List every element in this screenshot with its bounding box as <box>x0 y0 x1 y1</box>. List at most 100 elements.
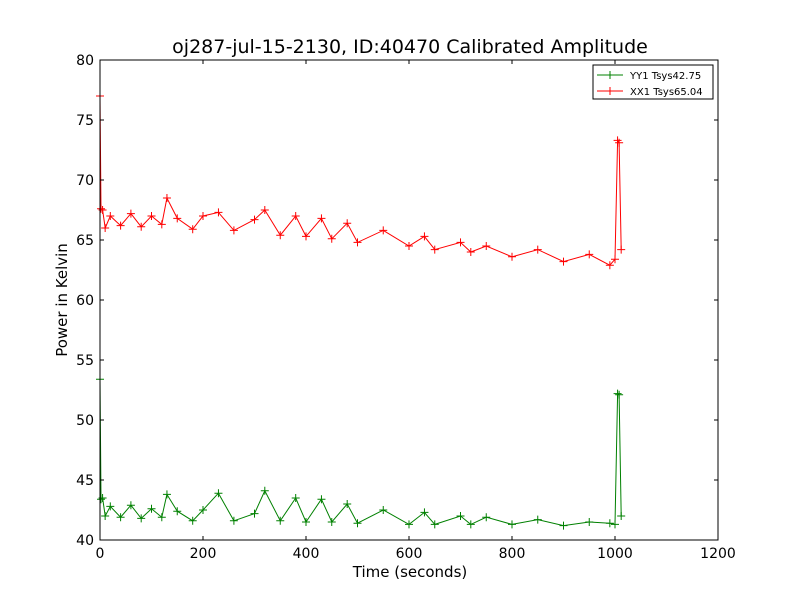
y-tick-label: 55 <box>76 353 94 369</box>
data-point-marker <box>97 495 106 504</box>
data-point-marker <box>533 245 542 254</box>
data-point-marker <box>405 520 413 529</box>
data-point-marker <box>276 516 285 525</box>
data-point-marker <box>97 204 106 213</box>
y-tick-label: 70 <box>76 173 94 189</box>
data-point-marker <box>188 516 197 525</box>
data-point-marker <box>379 506 388 514</box>
data-point-marker <box>199 506 207 514</box>
data-point-marker <box>276 231 285 240</box>
y-tick-label: 80 <box>76 53 94 69</box>
data-point-marker <box>157 513 166 522</box>
series-1 <box>96 375 626 530</box>
x-tick-label: 1000 <box>597 546 633 562</box>
data-point-marker <box>302 232 310 241</box>
data-point-marker <box>605 519 614 528</box>
data-point-marker <box>466 248 475 256</box>
data-point-marker <box>250 215 259 224</box>
x-tick-label: 600 <box>396 546 423 562</box>
data-point-marker <box>430 520 439 529</box>
data-point-marker <box>617 245 626 254</box>
y-tick-label: 50 <box>76 413 94 429</box>
data-point-marker <box>126 501 135 510</box>
data-point-marker <box>188 225 197 234</box>
data-point-marker <box>229 516 238 525</box>
data-point-marker <box>162 194 171 202</box>
x-tick-label: 800 <box>499 546 526 562</box>
data-point-marker <box>605 261 614 270</box>
data-point-marker <box>405 242 413 250</box>
x-axis-label: Time (seconds) <box>352 563 468 581</box>
data-point-marker <box>343 500 352 508</box>
data-point-marker <box>106 212 115 220</box>
data-point-marker <box>613 389 622 398</box>
x-tick-label: 400 <box>293 546 320 562</box>
data-point-marker <box>559 521 568 530</box>
data-point-marker <box>173 214 182 223</box>
data-point-marker <box>430 245 439 254</box>
data-point-marker <box>343 219 352 228</box>
data-point-marker <box>101 224 110 232</box>
data-point-marker <box>147 504 156 513</box>
x-tick-label: 1200 <box>700 546 736 562</box>
legend: YY1 Tsys42.75 XX1 Tsys65.04 <box>592 64 714 100</box>
data-point-marker <box>199 212 207 220</box>
data-point-marker <box>291 494 300 502</box>
data-point-marker <box>260 206 269 214</box>
x-tick-label: 0 <box>96 546 105 562</box>
data-point-marker <box>327 234 336 243</box>
y-tick-label: 60 <box>76 293 94 309</box>
data-point-marker <box>508 252 516 261</box>
data-point-marker <box>559 257 568 266</box>
data-point-marker <box>482 513 491 522</box>
data-point-marker <box>585 250 594 259</box>
data-point-marker <box>615 390 624 399</box>
data-point-marker <box>466 520 475 529</box>
y-tick-label: 65 <box>76 233 94 249</box>
legend-label: XX1 Tsys65.04 <box>630 87 703 98</box>
data-point-marker <box>291 212 300 220</box>
data-point-marker <box>611 520 619 529</box>
data-point-marker <box>101 512 110 520</box>
data-point-marker <box>420 232 429 241</box>
data-point-marker <box>611 255 619 264</box>
data-point-marker <box>173 507 182 516</box>
y-axis-label: Power in Kelvin <box>53 243 71 357</box>
data-point-marker <box>482 242 491 250</box>
legend-box <box>592 64 714 100</box>
y-tick-label: 40 <box>76 533 94 549</box>
data-point-marker <box>379 226 388 235</box>
data-point-marker <box>353 519 362 528</box>
data-point-marker <box>353 238 362 247</box>
data-point-marker <box>106 502 115 511</box>
data-point-marker <box>116 221 125 230</box>
axis-ticks: 0 200 400 600 800 1000 1200 40 45 50 55 60 65 70 75 80 <box>76 53 736 562</box>
data-point-marker <box>456 512 465 520</box>
data-point-marker <box>137 514 146 523</box>
data-point-marker <box>214 489 223 498</box>
plot-area <box>96 92 626 530</box>
x-tick-label: 200 <box>190 546 217 562</box>
data-point-marker <box>116 513 125 522</box>
data-point-marker <box>162 490 171 499</box>
data-point-marker <box>137 222 146 231</box>
data-point-marker <box>317 214 326 223</box>
chart-title: oj287-jul-15-2130, ID:40470 Calibrated A… <box>172 36 648 58</box>
data-point-marker <box>327 518 336 526</box>
data-point-marker <box>617 512 626 520</box>
data-point-marker <box>229 226 238 235</box>
data-point-marker <box>585 518 594 526</box>
y-tick-label: 75 <box>76 113 94 129</box>
y-tick-label: 45 <box>76 473 94 489</box>
data-point-marker <box>302 518 310 526</box>
legend-marker <box>606 71 614 79</box>
legend-label: YY1 Tsys42.75 <box>629 71 701 82</box>
data-point-marker <box>533 515 542 524</box>
series-2 <box>96 92 626 270</box>
data-point-marker <box>260 486 269 495</box>
data-point-marker <box>317 495 326 504</box>
data-point-marker <box>214 208 223 217</box>
data-point-marker <box>508 520 516 529</box>
